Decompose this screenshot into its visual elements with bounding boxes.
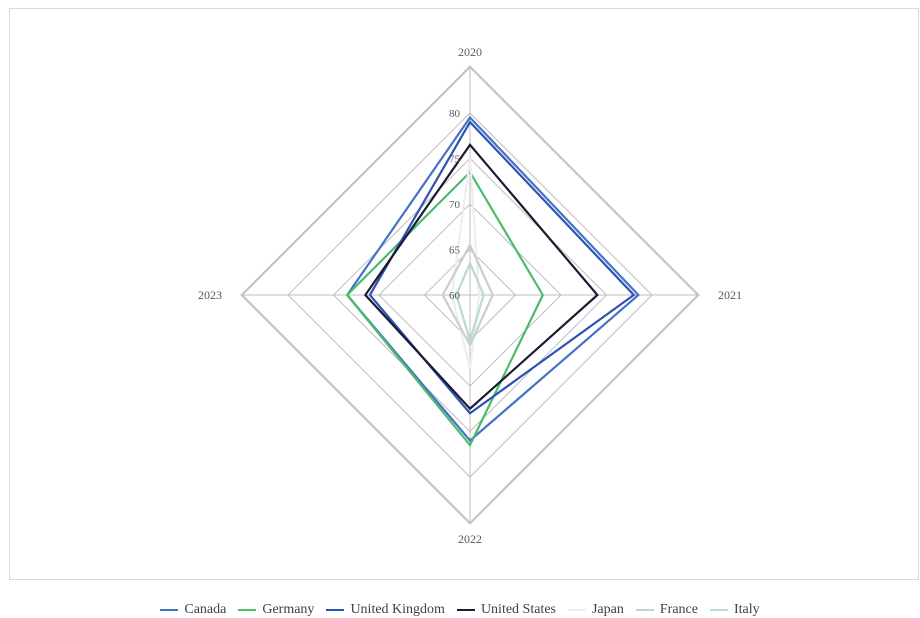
series-line-japan bbox=[450, 158, 481, 369]
legend-item-united-kingdom: United Kingdom bbox=[326, 602, 445, 618]
legend-label: United Kingdom bbox=[350, 602, 445, 617]
legend-label: Italy bbox=[733, 602, 760, 617]
legend-swatch bbox=[635, 609, 654, 611]
legend-label: Germany bbox=[262, 602, 315, 617]
series-line-canada bbox=[345, 115, 640, 443]
radar-chart: 60 65 70 75 80 2020 2021 2022 2023 bbox=[198, 45, 742, 546]
legend-swatch bbox=[567, 609, 586, 611]
category-label-2021: 2021 bbox=[718, 288, 742, 302]
legend-swatch bbox=[326, 609, 345, 611]
legend: Canada Germany United Kingdom United States… bbox=[0, 600, 920, 618]
legend-label: United States bbox=[480, 602, 556, 617]
legend-label: Canada bbox=[184, 602, 227, 617]
radar-axes bbox=[241, 66, 699, 524]
tick-label: 80 bbox=[449, 108, 461, 120]
legend-item-france: France bbox=[635, 602, 698, 618]
legend-item-italy: Italy bbox=[709, 602, 760, 618]
legend-item-united-states: United States bbox=[456, 602, 556, 618]
legend-label: Japan bbox=[591, 602, 624, 617]
tick-label: 70 bbox=[449, 199, 461, 211]
legend-item-germany: Germany bbox=[238, 602, 314, 618]
legend-swatch bbox=[709, 609, 728, 611]
category-label-2023: 2023 bbox=[198, 288, 222, 302]
category-label-2020: 2020 bbox=[458, 45, 482, 59]
radar-labels: 60 65 70 75 80 2020 2021 2022 2023 bbox=[198, 45, 742, 546]
series-line-united-states bbox=[363, 143, 599, 411]
category-label-2022: 2022 bbox=[458, 532, 482, 546]
legend-swatch bbox=[238, 609, 257, 611]
legend-swatch bbox=[456, 609, 475, 611]
legend-item-japan: Japan bbox=[567, 602, 624, 618]
series-line-italy bbox=[455, 260, 485, 345]
legend-item-canada: Canada bbox=[160, 602, 226, 618]
series-line-france bbox=[441, 242, 494, 348]
tick-label: 60 bbox=[449, 290, 461, 302]
chart-area: 60 65 70 75 80 2020 2021 2022 2023 bbox=[9, 8, 919, 580]
legend-swatch bbox=[160, 609, 179, 611]
tick-label: 65 bbox=[449, 245, 461, 257]
radar-series bbox=[345, 115, 640, 448]
tick-label: 75 bbox=[449, 154, 461, 166]
legend-label: France bbox=[659, 602, 698, 617]
series-line-united-kingdom bbox=[368, 120, 636, 415]
series-line-germany bbox=[345, 170, 545, 448]
